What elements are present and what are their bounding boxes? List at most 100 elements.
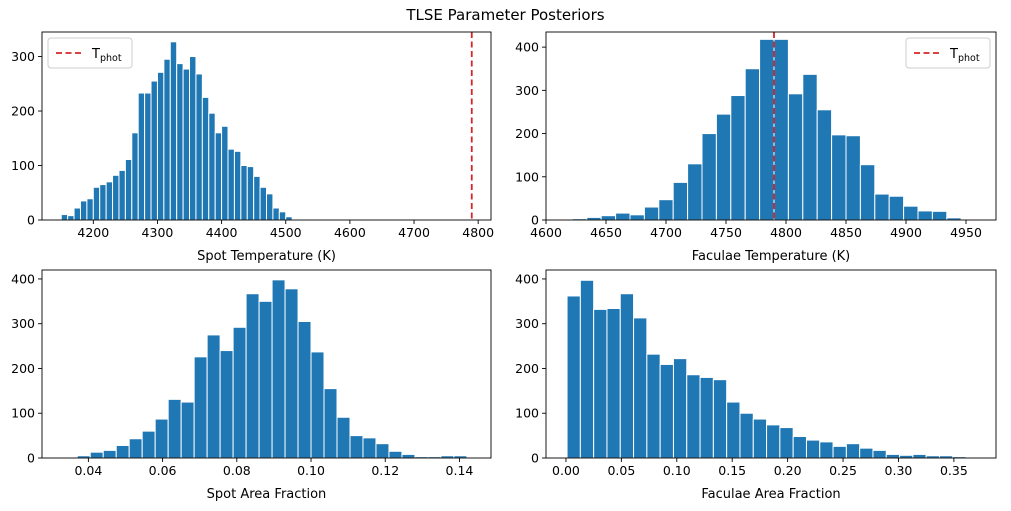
- subplot-spot-temperature: 4200 4300 4400 4500 4600 4700 4800 0 100 200 300 Tp…: [11, 31, 494, 264]
- histogram-bar: [323, 388, 338, 459]
- histogram-bar: [885, 453, 901, 459]
- histogram-bar: [89, 451, 104, 459]
- histogram-bar: [246, 166, 255, 221]
- histogram-bar: [917, 210, 933, 221]
- histogram-bar: [245, 293, 260, 459]
- x-tick-label: 4700: [398, 225, 430, 240]
- histogram-bar: [176, 63, 184, 221]
- histogram-bar: [206, 334, 221, 459]
- legend-frame: [905, 37, 991, 69]
- histogram-bar: [219, 350, 234, 459]
- y-tick-label: 200: [515, 126, 539, 141]
- histogram-bar: [180, 401, 195, 459]
- histogram-bar: [154, 418, 169, 459]
- y-tick-label: 100: [11, 406, 35, 421]
- y-tick-label: 0: [27, 451, 35, 466]
- y-tick-label: 300: [11, 49, 35, 64]
- histogram-bar: [888, 195, 905, 221]
- histogram-bar: [816, 109, 833, 221]
- x-tick-label: 0.30: [885, 463, 913, 478]
- histogram-bar: [150, 80, 158, 221]
- plot-area: 4200 4300 4400 4500 4600 4700 4800 0 100 200 300 Tp…: [11, 31, 494, 240]
- subplot-spot-area-fraction: 0.04 0.06 0.08 0.10 0.12 0.14 0 100 200 300 400 Sp…: [11, 269, 492, 502]
- histogram-bar: [208, 112, 216, 221]
- x-axis-label: Spot Temperature (K): [197, 249, 336, 264]
- histogram-bar: [845, 443, 861, 459]
- histogram-bar: [832, 445, 847, 459]
- legend-label: Tphot: [91, 47, 122, 64]
- histogram-bar: [831, 134, 847, 221]
- histogram-bar: [86, 198, 94, 221]
- x-tick-label: 4300: [142, 225, 174, 240]
- histogram-bar: [141, 430, 156, 459]
- y-tick-label: 300: [11, 316, 35, 331]
- histogram-bar: [258, 300, 273, 459]
- y-tick-label: 0: [531, 213, 539, 228]
- x-tick-label: 4200: [77, 225, 109, 240]
- x-tick-label: 0.35: [940, 463, 968, 478]
- histogram-bar: [259, 186, 268, 221]
- legend: Tphot: [47, 37, 133, 69]
- x-tick-label: 0.00: [552, 463, 580, 478]
- histogram-bar: [99, 184, 107, 221]
- y-tick-label: 200: [11, 104, 35, 119]
- plot-area: 4600 4650 4700 4750 4800 4850 4900 4950 0 100 200 3…: [515, 31, 997, 240]
- legend: Tphot: [905, 37, 991, 69]
- x-tick-label: 4400: [206, 225, 238, 240]
- x-tick-label: 0.05: [607, 463, 635, 478]
- histogram-bar: [388, 450, 403, 459]
- histogram-bar: [193, 356, 208, 459]
- histogram-bar: [266, 193, 274, 221]
- axes-frame: [545, 269, 997, 459]
- histogram-bar: [859, 164, 876, 221]
- histogram-bar: [903, 205, 919, 221]
- x-tick-label: 0.06: [149, 463, 177, 478]
- y-tick-label: 400: [515, 271, 539, 286]
- x-tick-label: 4600: [334, 225, 366, 240]
- histogram-bar: [271, 279, 286, 459]
- histogram-bar: [566, 295, 581, 459]
- histogram-bar: [284, 288, 299, 459]
- histogram-bar: [102, 449, 117, 459]
- histogram-bar: [615, 212, 631, 221]
- histogram-bar: [792, 436, 807, 459]
- histogram-bar: [629, 214, 645, 221]
- x-tick-label: 4850: [830, 225, 862, 240]
- histogram-bar: [144, 92, 152, 221]
- x-tick-label: 4750: [710, 225, 742, 240]
- axes-frame: [41, 269, 492, 459]
- histogram-bar: [739, 412, 754, 459]
- x-tick-label: 4900: [890, 225, 922, 240]
- histogram-bar: [182, 68, 191, 221]
- x-tick-label: 4800: [770, 225, 802, 240]
- histogram-bar: [375, 443, 390, 459]
- x-tick-label: 0.15: [718, 463, 746, 478]
- x-tick-label: 0.10: [663, 463, 691, 478]
- axes-frame: [41, 31, 492, 221]
- histogram-bar: [643, 206, 660, 221]
- histogram-bar: [128, 438, 143, 459]
- y-tick-label: 100: [515, 169, 539, 184]
- x-tick-label: 4950: [950, 225, 982, 240]
- histogram-bar: [600, 215, 617, 221]
- y-tick-label: 0: [531, 451, 539, 466]
- histogram-bar: [362, 437, 377, 459]
- histogram-bar: [874, 193, 890, 221]
- x-tick-label: 0.08: [223, 463, 251, 478]
- subplot-faculae-area-fraction: 0.00 0.05 0.10 0.15 0.20 0.25 0.30 0.35 0 100 200 3…: [515, 269, 997, 502]
- histogram-bar: [137, 92, 146, 221]
- histogram-bar: [859, 447, 874, 459]
- histogram-bar: [167, 398, 182, 459]
- histogram-bar: [606, 307, 621, 459]
- plot-area: 0.00 0.05 0.10 0.15 0.20 0.25 0.30 0.35 0 100 200 3…: [515, 269, 997, 478]
- x-axis-label: Spot Area Fraction: [207, 487, 327, 502]
- x-tick-label: 4800: [462, 225, 494, 240]
- histogram-bar: [715, 113, 732, 221]
- histogram-bar: [773, 38, 789, 221]
- histogram-bar: [744, 68, 761, 221]
- histogram-bar: [221, 125, 229, 221]
- histogram-bar: [163, 58, 171, 221]
- histogram-bar: [115, 444, 130, 459]
- histogram-bar: [349, 435, 364, 459]
